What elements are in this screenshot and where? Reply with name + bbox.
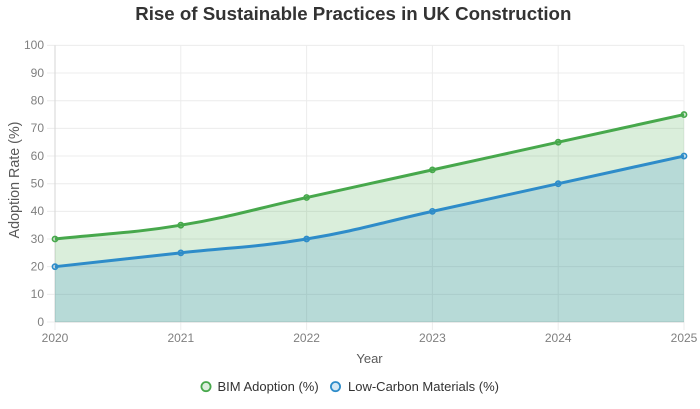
svg-text:2025: 2025 bbox=[671, 331, 698, 345]
svg-text:Year: Year bbox=[356, 351, 383, 366]
svg-text:50: 50 bbox=[31, 177, 45, 191]
svg-text:2023: 2023 bbox=[419, 331, 446, 345]
svg-text:20: 20 bbox=[31, 259, 45, 273]
svg-text:60: 60 bbox=[31, 149, 45, 163]
svg-text:90: 90 bbox=[31, 66, 45, 80]
svg-text:80: 80 bbox=[31, 94, 45, 108]
svg-text:Low-Carbon Materials (%): Low-Carbon Materials (%) bbox=[348, 379, 499, 394]
svg-text:100: 100 bbox=[24, 38, 44, 52]
svg-text:2024: 2024 bbox=[545, 331, 572, 345]
svg-text:Rise of Sustainable Practices: Rise of Sustainable Practices in UK Cons… bbox=[135, 3, 571, 24]
svg-text:BIM Adoption (%): BIM Adoption (%) bbox=[218, 379, 319, 394]
svg-text:0: 0 bbox=[37, 315, 44, 329]
svg-text:10: 10 bbox=[31, 287, 45, 301]
svg-text:40: 40 bbox=[31, 204, 45, 218]
svg-text:2022: 2022 bbox=[293, 331, 320, 345]
svg-text:70: 70 bbox=[31, 121, 45, 135]
svg-text:2020: 2020 bbox=[42, 331, 69, 345]
svg-text:30: 30 bbox=[31, 232, 45, 246]
svg-text:2021: 2021 bbox=[167, 331, 194, 345]
svg-text:Adoption Rate (%): Adoption Rate (%) bbox=[7, 122, 23, 239]
